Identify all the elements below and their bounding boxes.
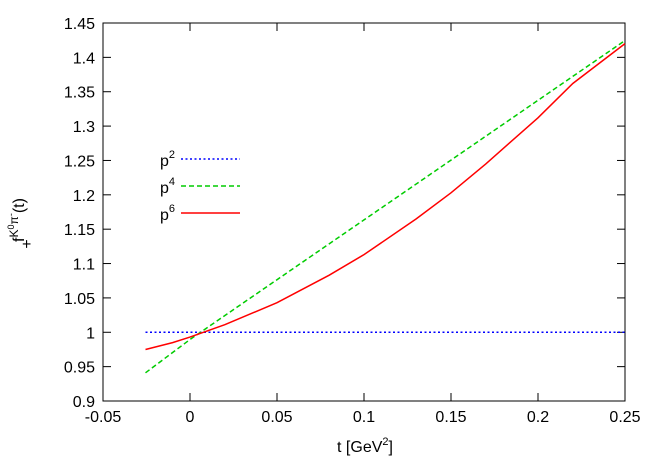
y-tick-label: 1.35	[64, 85, 95, 102]
x-tick-label: -0.05	[85, 409, 122, 426]
x-axis-label-tail: ]	[389, 439, 393, 456]
y-axis-label-sup-k: K	[7, 229, 21, 237]
series-line-p4	[145, 39, 626, 374]
legend-label-p4: p4	[160, 176, 175, 197]
y-axis-label-sup-minus: -	[6, 213, 16, 216]
x-tick-label: 0.25	[609, 409, 640, 426]
y-tick-label: 1.1	[73, 257, 95, 274]
plot-frame	[102, 22, 626, 402]
plot-area-border	[102, 22, 626, 402]
x-tick-label: 0.2	[527, 409, 549, 426]
legend-label-p6: p6	[160, 203, 175, 224]
series-line-p6	[145, 43, 626, 351]
x-tick-label: 0.1	[353, 409, 375, 426]
y-tick-label: 1.2	[73, 188, 95, 205]
series-lines	[145, 39, 626, 374]
x-axis-label: t [GeV2]	[337, 436, 393, 456]
y-axis-label-f: f	[11, 237, 28, 242]
y-axis-label: fK0π-(t)	[6, 198, 28, 242]
y-axis-label-sub: +	[19, 239, 36, 248]
x-axis-label-main: t [GeV	[337, 439, 383, 456]
y-tick-label: 1.4	[73, 50, 95, 67]
axis-tick-labels: -0.05 0 0.05 0.1 0.15 0.2 0.25 0.9 0.95 1 1.05 1.1 1…	[64, 16, 641, 426]
x-axis-label-sup: 2	[382, 436, 388, 448]
y-tick-label: 0.9	[73, 394, 95, 411]
y-tick-label: 1.3	[73, 119, 95, 136]
x-tick-label: 0	[186, 409, 195, 426]
y-tick-label: 0.95	[64, 360, 95, 377]
legend-label-p2: p2	[160, 149, 175, 170]
axis-ticks	[102, 22, 626, 402]
y-tick-label: 1.45	[64, 16, 95, 33]
y-tick-label: 1.05	[64, 291, 95, 308]
x-tick-label: 0.05	[261, 409, 292, 426]
y-tick-label: 1	[86, 325, 95, 342]
y-tick-label: 1.15	[64, 222, 95, 239]
y-axis-label-arg: (t)	[11, 198, 28, 213]
y-axis-label-sup-0: 0	[6, 224, 16, 229]
y-tick-label: 1.25	[64, 153, 95, 170]
legend: p2 p4 p6	[160, 149, 240, 224]
x-tick-label: 0.15	[435, 409, 466, 426]
y-axis-label-sup-pi: π	[7, 216, 21, 224]
